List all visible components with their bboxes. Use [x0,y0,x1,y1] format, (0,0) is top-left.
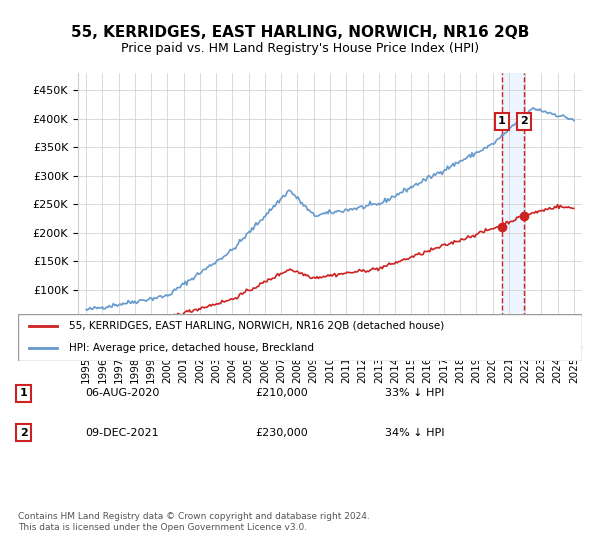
FancyBboxPatch shape [18,314,582,361]
Text: 55, KERRIDGES, EAST HARLING, NORWICH, NR16 2QB (detached house): 55, KERRIDGES, EAST HARLING, NORWICH, NR… [69,320,444,330]
Text: 33% ↓ HPI: 33% ↓ HPI [385,389,444,398]
Text: 34% ↓ HPI: 34% ↓ HPI [385,428,444,437]
Text: 2: 2 [20,428,28,437]
Text: 55, KERRIDGES, EAST HARLING, NORWICH, NR16 2QB: 55, KERRIDGES, EAST HARLING, NORWICH, NR… [71,25,529,40]
Text: Price paid vs. HM Land Registry's House Price Index (HPI): Price paid vs. HM Land Registry's House … [121,42,479,55]
Text: HPI: Average price, detached house, Breckland: HPI: Average price, detached house, Brec… [69,343,314,353]
Text: 06-AUG-2020: 06-AUG-2020 [86,389,160,398]
Text: £230,000: £230,000 [255,428,308,437]
Text: 09-DEC-2021: 09-DEC-2021 [86,428,160,437]
Text: 1: 1 [498,116,506,127]
Text: Contains HM Land Registry data © Crown copyright and database right 2024.
This d: Contains HM Land Registry data © Crown c… [18,512,370,532]
Text: 2: 2 [520,116,527,127]
Text: 1: 1 [20,389,28,398]
Text: £210,000: £210,000 [255,389,308,398]
